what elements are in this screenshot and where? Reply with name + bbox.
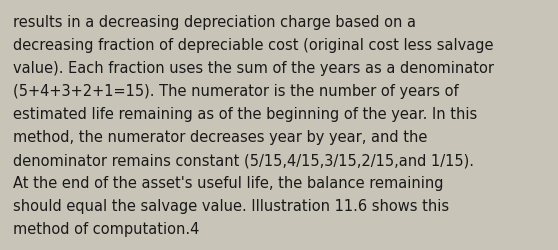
Text: value). Each fraction uses the sum of the years as a denominator: value). Each fraction uses the sum of th… xyxy=(13,61,494,76)
Text: method, the numerator decreases year by year, and the: method, the numerator decreases year by … xyxy=(13,130,427,144)
Text: estimated life remaining as of the beginning of the year. In this: estimated life remaining as of the begin… xyxy=(13,106,477,122)
Text: denominator remains constant (5/15,4/15,3/15,2/15,and 1/15).: denominator remains constant (5/15,4/15,… xyxy=(13,152,474,167)
Text: method of computation.4: method of computation.4 xyxy=(13,221,199,236)
Text: decreasing fraction of depreciable cost (original cost less salvage: decreasing fraction of depreciable cost … xyxy=(13,38,493,53)
Text: should equal the salvage value. Illustration 11.6 shows this: should equal the salvage value. Illustra… xyxy=(13,198,449,213)
Text: results in a decreasing depreciation charge based on a: results in a decreasing depreciation cha… xyxy=(13,15,416,30)
Text: At the end of the asset's useful life, the balance remaining: At the end of the asset's useful life, t… xyxy=(13,175,444,190)
Text: (5+4+3+2+1=15). The numerator is the number of years of: (5+4+3+2+1=15). The numerator is the num… xyxy=(13,84,459,98)
